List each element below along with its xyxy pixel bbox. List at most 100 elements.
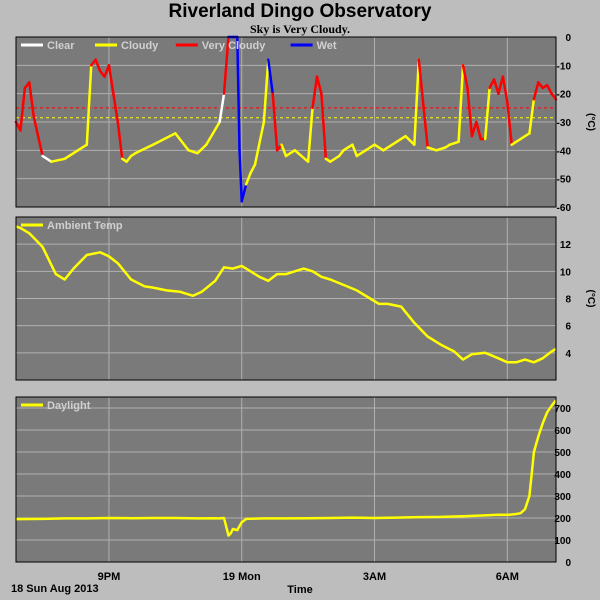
daylight-panel-background (16, 397, 556, 562)
sky-segment-32 (244, 171, 252, 186)
daylight-ytick-1: 600 (554, 426, 571, 437)
sky-segment-67 (470, 120, 478, 138)
temperature-ylabel: (°C) (585, 290, 596, 308)
xtick-label-1: 19 Mon (223, 571, 261, 583)
temperature-legend-label-0: Ambient Temp (47, 220, 123, 232)
sky-segment-1 (19, 86, 27, 132)
sky-segment-35 (262, 58, 270, 124)
sky-segment-82 (545, 83, 553, 95)
sky-segment-70 (483, 86, 491, 141)
sky-segment-22 (187, 149, 199, 155)
sky-segment-57 (404, 134, 416, 146)
sky-ytick-2: -20 (557, 90, 572, 101)
sky-segment-41 (293, 149, 310, 163)
time-axis-label: Time (287, 584, 313, 596)
sky-status-subtitle: Sky is Very Cloudy. (249, 22, 351, 36)
daylight-ytick-3: 400 (554, 470, 571, 481)
sky-segment-9 (85, 64, 93, 146)
sky-segment-24 (205, 120, 221, 146)
sky-segment-39 (280, 143, 288, 158)
daylight-ytick-5: 200 (554, 514, 571, 525)
sky-segment-44 (315, 75, 323, 95)
sky-segment-21 (174, 132, 190, 152)
sky-legend-label-1: Cloudy (121, 40, 159, 52)
sky-ytick-3: -30 (557, 118, 572, 129)
sky-segment-29 (236, 35, 241, 152)
sky-segment-26 (222, 35, 230, 95)
sky-segment-45 (320, 92, 328, 161)
sky-ytick-6: -60 (557, 203, 572, 214)
daylight-legend-label-0: Daylight (47, 400, 91, 412)
temperature-panel-border (15, 216, 557, 381)
sky-segment-31 (240, 183, 248, 203)
sky-segment-40 (284, 149, 297, 158)
sky-segment-72 (492, 78, 500, 95)
temperature-ytick-2: 8 (565, 295, 571, 306)
sky-segment-59 (417, 58, 429, 149)
sky-segment-74 (501, 75, 509, 104)
sky-segment-5 (41, 154, 53, 163)
sky-segment-36 (267, 58, 274, 95)
sky-legend-label-3: Wet (317, 40, 337, 52)
sky-segment-8 (76, 143, 89, 152)
sky-ytick-0: 0 (565, 33, 571, 44)
sky-segment-15 (116, 120, 124, 161)
sky-segment-7 (63, 149, 80, 161)
sky-ytick-5: -50 (557, 175, 572, 186)
sky-segment-77 (519, 132, 531, 141)
temperature-ytick-0: 12 (560, 240, 572, 251)
sky-segment-3 (28, 81, 35, 118)
sky-segment-61 (435, 146, 447, 152)
sky-segment-65 (461, 64, 469, 90)
sky-segment-55 (382, 140, 398, 152)
xtick-label-2: 3AM (363, 571, 386, 583)
sky-ylabel: (°C) (585, 113, 596, 131)
temperature-ytick-3: 6 (565, 322, 571, 333)
sky-segment-37 (271, 92, 279, 152)
sky-segment-76 (510, 137, 522, 146)
sky-ytick-4: -40 (557, 146, 572, 157)
sky-segment-79 (532, 81, 540, 101)
daylight-ytick-4: 300 (554, 492, 571, 503)
sky-segment-83 (550, 92, 558, 101)
sky-legend-label-0: Clear (47, 40, 75, 52)
sky-segment-4 (32, 115, 44, 158)
sky-segment-20 (151, 132, 177, 146)
sky-segment-47 (329, 154, 341, 163)
daylight-ytick-7: 0 (565, 558, 571, 569)
sky-segment-42 (306, 106, 314, 163)
temperature-series-line (15, 225, 557, 364)
sky-panel-border (15, 36, 557, 208)
daylight-ytick-2: 500 (554, 448, 571, 459)
sky-segment-51 (355, 149, 367, 158)
daylight-panel-border (15, 396, 557, 563)
sky-segment-25 (218, 92, 226, 124)
sky-segment-30 (238, 149, 243, 203)
xtick-label-0: 9PM (98, 571, 121, 583)
sky-segment-6 (50, 157, 66, 163)
sky-segment-78 (528, 98, 536, 135)
daylight-ytick-6: 100 (554, 536, 571, 547)
sky-segment-49 (342, 143, 354, 152)
sky-segment-66 (466, 86, 474, 138)
sky-segment-23 (196, 143, 208, 155)
sky-legend-label-2: Very Cloudy (202, 40, 266, 52)
sky-segment-50 (351, 143, 359, 158)
sky-segment-43 (311, 75, 319, 110)
sky-segment-34 (253, 120, 266, 166)
temperature-ytick-1: 10 (560, 267, 572, 278)
sky-segment-14 (107, 64, 120, 124)
date-label: 18 Sun Aug 2013 (11, 583, 99, 595)
page-title: Riverland Dingo Observatory (168, 1, 432, 22)
sky-segment-75 (506, 100, 513, 146)
sky-segment-33 (249, 163, 257, 175)
sky-segment-11 (94, 58, 102, 73)
xtick-label-3: 6AM (496, 571, 519, 583)
sky-ytick-1: -10 (557, 61, 572, 72)
sky-segment-19 (134, 143, 155, 155)
sky-segment-54 (373, 143, 385, 152)
temperature-ytick-4: 4 (565, 349, 571, 360)
sky-segment-63 (448, 140, 460, 146)
daylight-series-line (15, 399, 557, 537)
